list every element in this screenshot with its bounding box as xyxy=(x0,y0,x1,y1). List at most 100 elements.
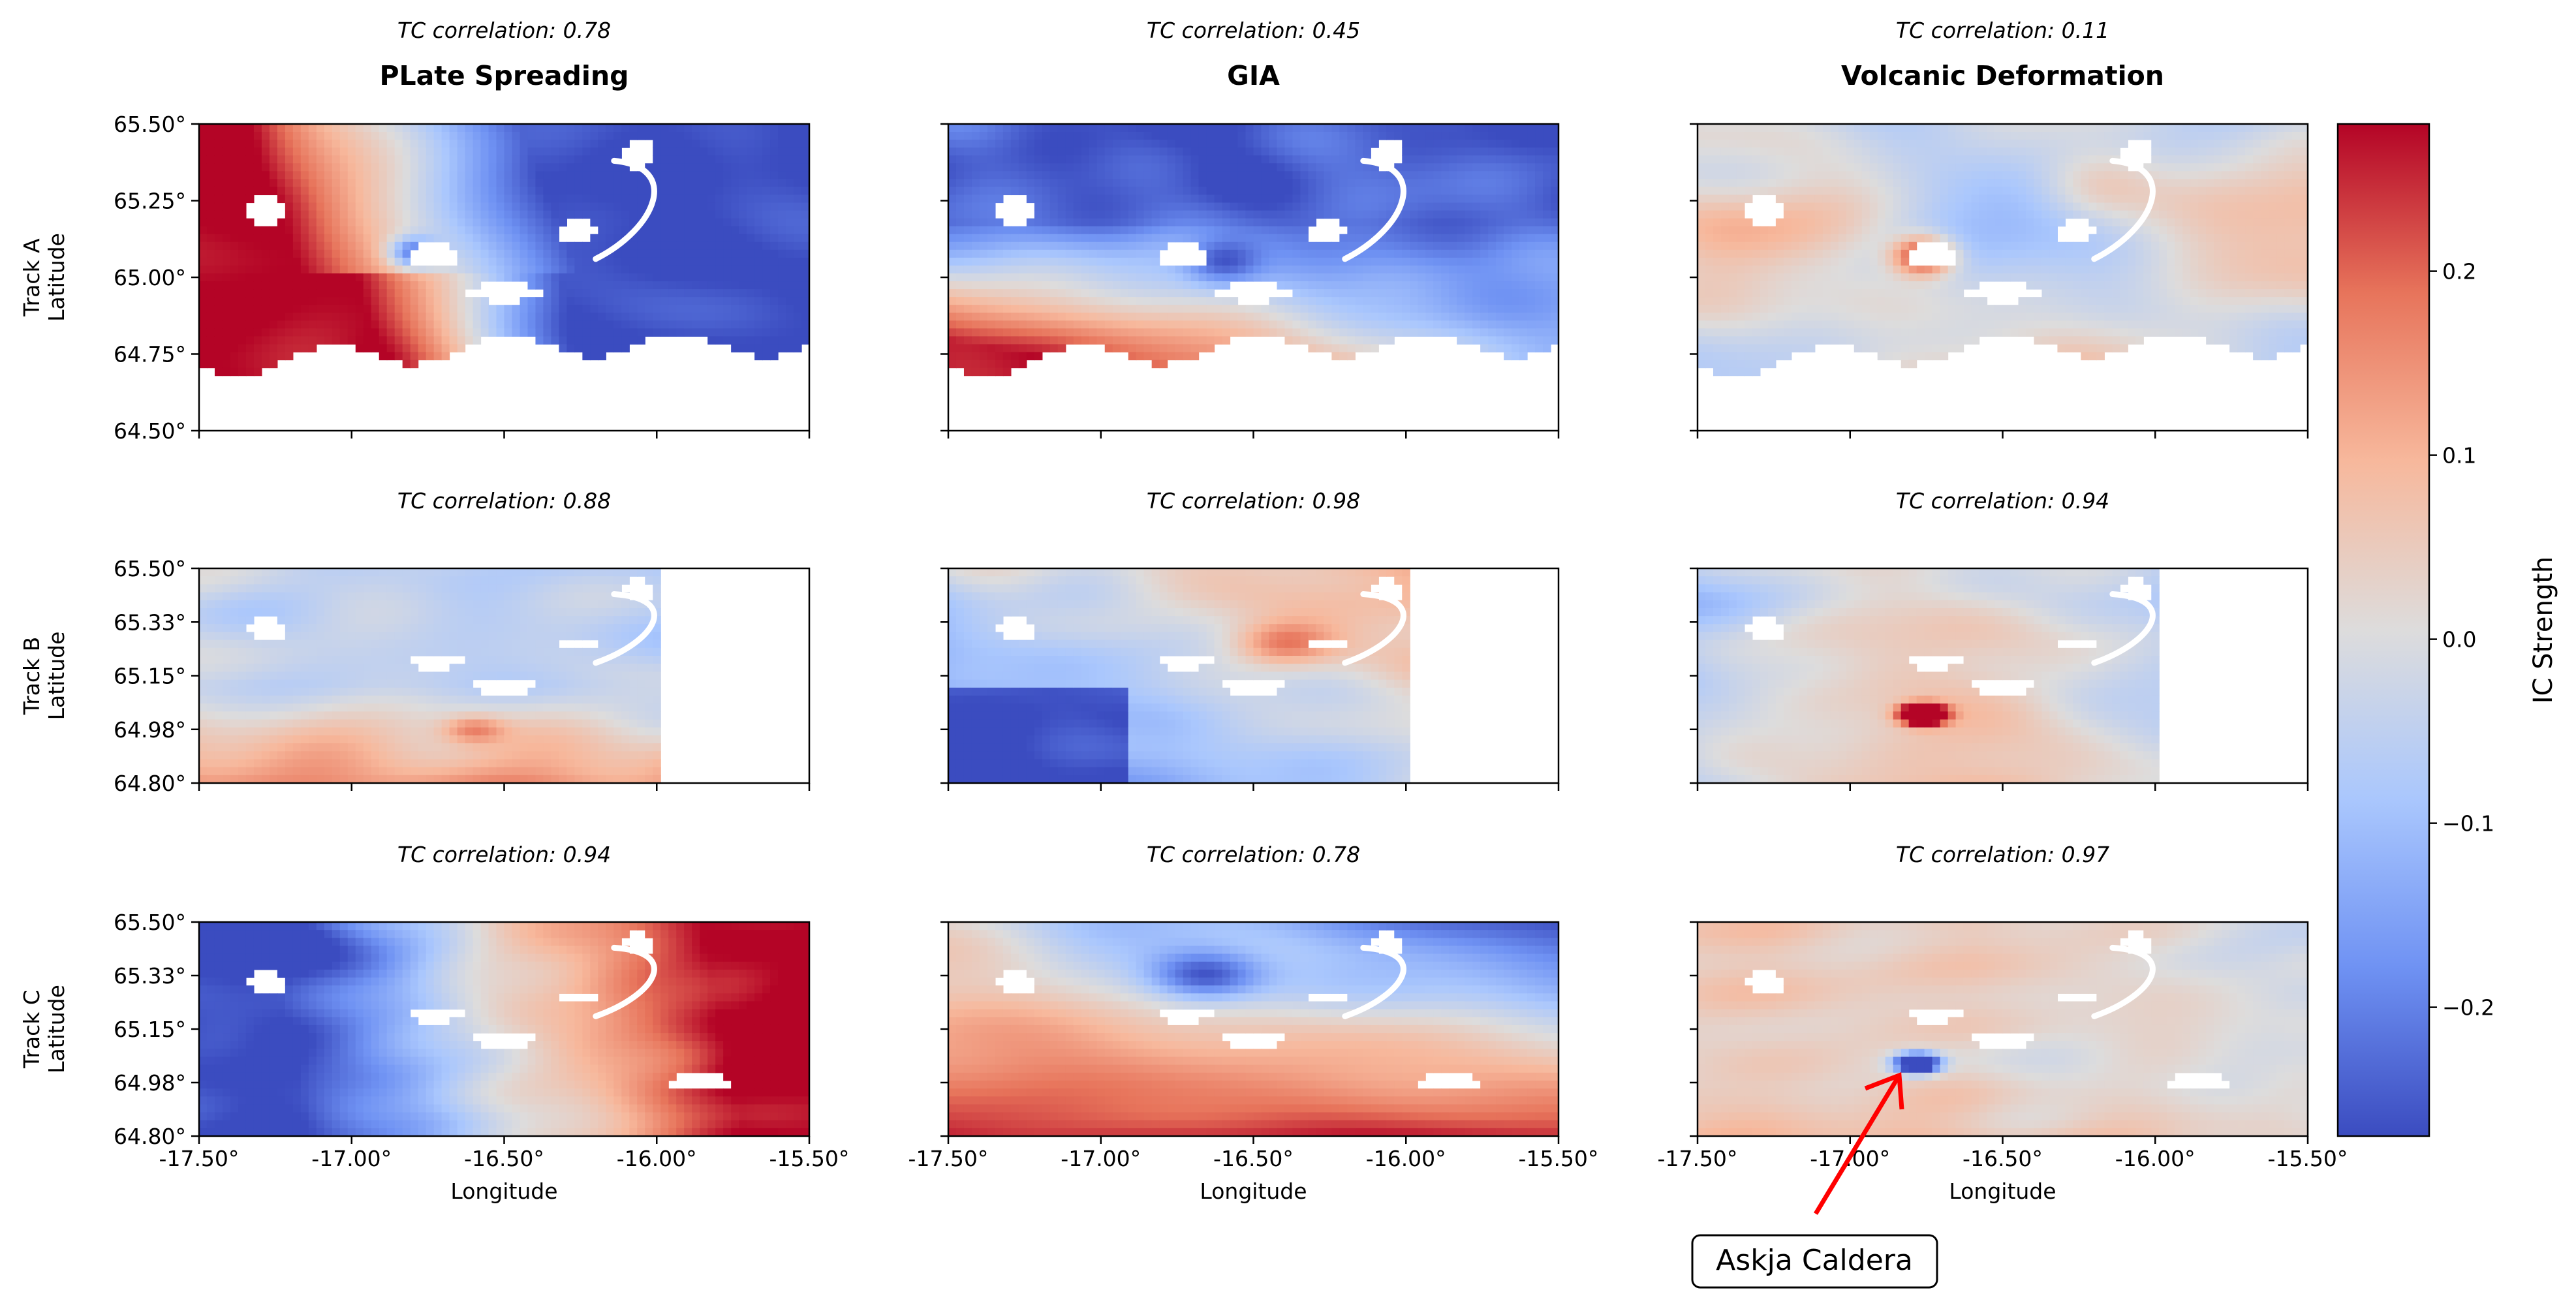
heatmap-cell xyxy=(1418,305,1426,313)
heatmap-cell xyxy=(214,249,223,258)
heatmap-cell xyxy=(465,194,474,204)
heatmap-cell xyxy=(653,241,661,251)
heatmap-cell xyxy=(1846,249,1855,258)
heatmap-cell xyxy=(285,281,294,290)
heatmap-cell xyxy=(1472,273,1481,282)
heatmap-cell xyxy=(1728,289,1737,298)
heatmap-cell xyxy=(371,194,380,204)
heatmap-cell xyxy=(995,265,1004,274)
heatmap-cell xyxy=(684,305,692,313)
heatmap-cell xyxy=(963,210,972,219)
heatmap-cell xyxy=(1807,257,1816,266)
heatmap-cell xyxy=(1034,336,1043,345)
heatmap-cell xyxy=(1136,226,1145,235)
heatmap-cell xyxy=(418,313,427,321)
heatmap-cell xyxy=(410,313,419,321)
heatmap-cell xyxy=(1183,187,1192,196)
heatmap-cell xyxy=(347,328,356,337)
heatmap-cell xyxy=(1018,124,1027,132)
heatmap-cell xyxy=(1705,320,1714,329)
heatmap-cell xyxy=(433,305,442,313)
heatmap-cell xyxy=(987,132,996,140)
heatmap-cell xyxy=(574,249,583,258)
heatmap-cell xyxy=(1284,234,1294,243)
heatmap-cell xyxy=(1799,328,1808,337)
heatmap-cell xyxy=(253,281,262,290)
heatmap-cell xyxy=(1457,289,1465,298)
heatmap-cell xyxy=(433,320,442,329)
heatmap-cell xyxy=(971,155,980,164)
heatmap-cell xyxy=(1214,194,1223,204)
heatmap-cell xyxy=(762,140,771,148)
heatmap-cell xyxy=(1151,179,1160,188)
heatmap-cell xyxy=(1198,210,1207,219)
heatmap-cell xyxy=(1744,124,1753,132)
heatmap-cell xyxy=(1316,147,1324,156)
heatmap-cell xyxy=(1371,313,1379,321)
heatmap-cell xyxy=(582,249,591,258)
heatmap-cell xyxy=(1112,155,1121,164)
heatmap-cell xyxy=(1073,328,1082,337)
heatmap-cell xyxy=(1705,155,1714,164)
heatmap-cell xyxy=(1744,241,1753,251)
heatmap-cell xyxy=(754,344,763,353)
heatmap-cell xyxy=(1261,147,1270,156)
heatmap-cell xyxy=(1838,320,1847,329)
heatmap-cell xyxy=(426,202,435,211)
heatmap-cell xyxy=(1300,132,1309,140)
heatmap-cell xyxy=(1347,171,1356,179)
heatmap-cell xyxy=(277,336,286,345)
heatmap-cell xyxy=(801,226,809,235)
heatmap-cell xyxy=(1519,132,1528,140)
heatmap-cell xyxy=(574,210,583,219)
heatmap-cell xyxy=(1402,265,1410,274)
heatmap-cell xyxy=(433,297,442,305)
heatmap-cell xyxy=(1222,265,1231,274)
heatmap-cell xyxy=(692,313,700,321)
heatmap-cell xyxy=(245,257,255,266)
heatmap-cell xyxy=(1433,187,1442,196)
heatmap-cell xyxy=(206,352,215,361)
heatmap-cell xyxy=(574,328,583,337)
heatmap-cell xyxy=(1042,202,1051,211)
heatmap-cell xyxy=(1324,147,1332,156)
heatmap-cell xyxy=(979,360,988,369)
heatmap-cell xyxy=(606,194,614,204)
heatmap-cell xyxy=(574,155,583,164)
heatmap-cell xyxy=(1010,124,1019,132)
heatmap-cell xyxy=(1551,234,1559,243)
heatmap-cell xyxy=(410,194,419,204)
heatmap-cell xyxy=(1496,140,1504,148)
heatmap-cell xyxy=(410,155,419,164)
heatmap-cell xyxy=(1112,241,1121,251)
heatmap-cell xyxy=(700,155,708,164)
heatmap-cell xyxy=(1410,265,1418,274)
heatmap-cell xyxy=(778,179,786,188)
heatmap-cell xyxy=(1206,257,1215,266)
heatmap-cell xyxy=(606,320,614,329)
heatmap-cell xyxy=(1783,147,1792,156)
heatmap-cell xyxy=(1034,147,1043,156)
heatmap-cell xyxy=(1002,241,1012,251)
heatmap-cell xyxy=(1830,124,1839,132)
heatmap-cell xyxy=(1284,140,1294,148)
heatmap-cell xyxy=(801,313,809,321)
heatmap-cell xyxy=(1504,218,1512,227)
heatmap-cell xyxy=(347,147,356,156)
heatmap-cell xyxy=(653,297,661,305)
heatmap-cell xyxy=(1081,226,1090,235)
heatmap-cell xyxy=(1112,171,1121,179)
heatmap-cell xyxy=(1277,171,1286,179)
heatmap-cell xyxy=(1519,249,1528,258)
heatmap-cell xyxy=(754,241,763,251)
heatmap-cell xyxy=(1449,147,1457,156)
heatmap-cell xyxy=(1480,163,1489,172)
heatmap-cell xyxy=(971,328,980,337)
heatmap-cell xyxy=(629,187,638,196)
heatmap-cell xyxy=(457,313,466,321)
heatmap-cell xyxy=(1245,257,1254,266)
heatmap-cell xyxy=(214,360,223,369)
heatmap-cell xyxy=(230,202,239,211)
heatmap-cell xyxy=(1472,194,1481,204)
heatmap-cell xyxy=(245,360,255,369)
